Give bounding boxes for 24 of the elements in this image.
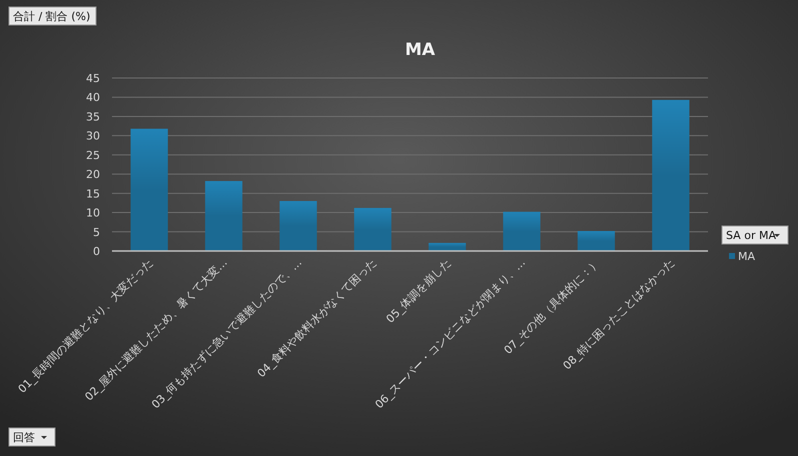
- bar: [130, 128, 168, 251]
- y-tick-label: 0: [93, 245, 100, 258]
- y-tick-label: 45: [86, 72, 100, 85]
- y-tick-label: 35: [86, 110, 100, 124]
- y-tick-label: 40: [86, 91, 100, 104]
- bar: [205, 181, 242, 251]
- bar: [503, 212, 540, 251]
- x-tick-label: 05_体調を崩した: [384, 256, 454, 326]
- y-tick-label: 15: [86, 187, 100, 200]
- y-tick-label: 30: [86, 130, 100, 143]
- y-tick-label: 20: [86, 168, 100, 182]
- legend-label: MA: [738, 250, 756, 263]
- x-axis-title: 回答: [13, 431, 35, 444]
- bar: [354, 208, 392, 251]
- bar: [652, 100, 690, 251]
- legend-title: SA or MA: [726, 229, 776, 242]
- bar: [578, 231, 615, 251]
- bar: [280, 201, 317, 251]
- y-tick-label: 10: [86, 206, 100, 220]
- chart-title: MA: [404, 40, 436, 60]
- y-tick-label: 25: [86, 148, 100, 162]
- y-axis-title: 合計 / 割合 (%): [13, 10, 90, 23]
- y-tick-label: 5: [93, 226, 100, 239]
- bar: [428, 242, 466, 251]
